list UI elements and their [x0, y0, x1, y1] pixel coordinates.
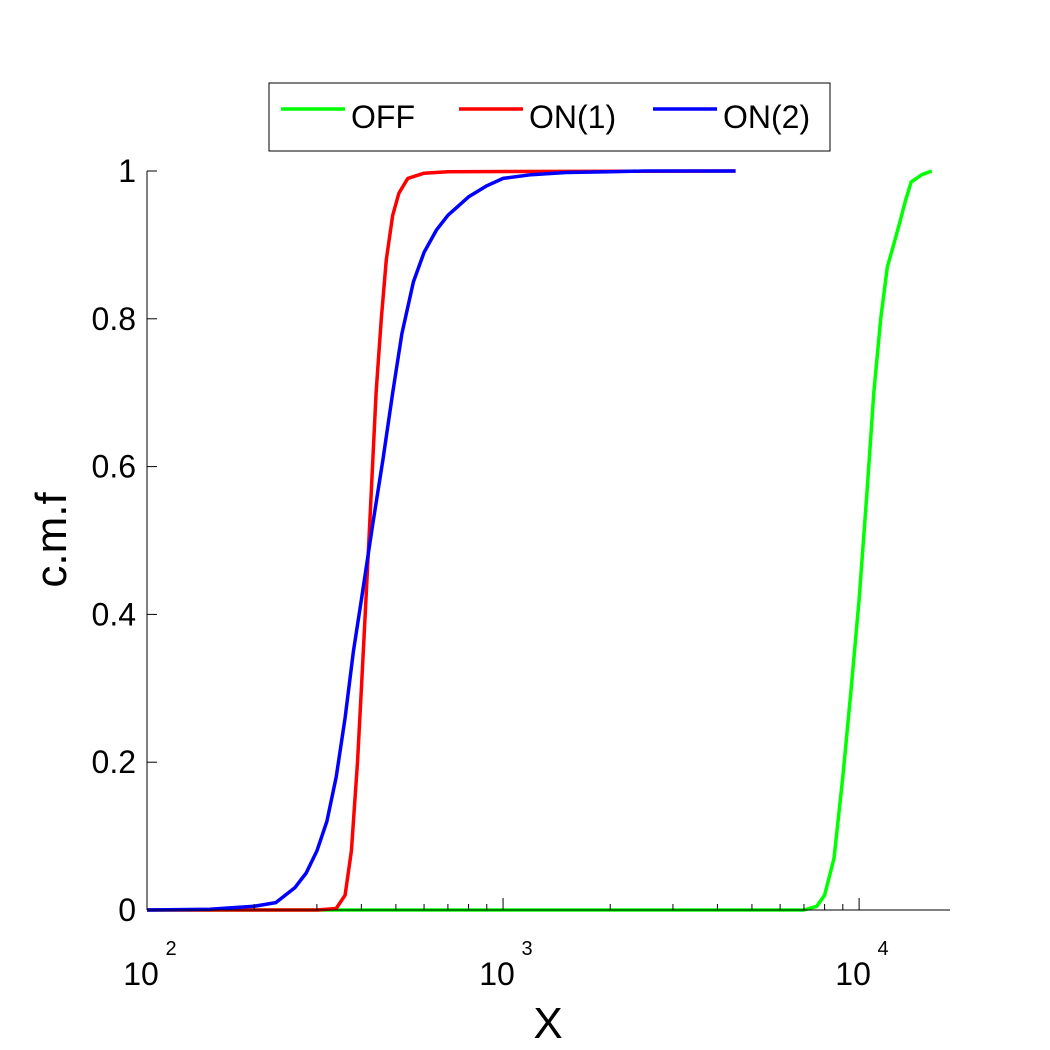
x-tick-label-base: 10 [835, 956, 871, 992]
legend-label: ON(1) [529, 99, 616, 135]
legend-label: ON(2) [723, 99, 810, 135]
x-tick-label: 10 4 [835, 938, 888, 992]
y-tick-label: 0 [118, 892, 136, 928]
axes-layer: 10 2 10 3 10 4 0 0.2 0.4 0.6 0.8 1 [92, 153, 950, 992]
y-tick-label: 0.2 [92, 744, 136, 780]
y-tick-label: 0.4 [92, 596, 136, 632]
x-tick-label-exponent: 3 [521, 938, 532, 960]
legend-entry: ON(2) [653, 99, 810, 135]
legend: OFF ON(1) ON(2) [268, 82, 831, 152]
x-tick-label: 10 3 [479, 938, 532, 992]
legend-box [268, 82, 831, 152]
y-axis-title: c.m.f [27, 492, 76, 588]
x-tick-label-exponent: 2 [165, 938, 176, 960]
legend-label: OFF [351, 99, 415, 135]
x-axis-title: X [533, 999, 562, 1048]
x-tick-label-base: 10 [123, 956, 159, 992]
series-line-off [147, 169, 933, 912]
legend-entry: OFF [281, 99, 415, 135]
x-tick-label: 10 2 [123, 938, 176, 992]
y-tick-label: 0.8 [92, 301, 136, 337]
x-tick-label-exponent: 4 [878, 938, 889, 960]
x-tick-label-base: 10 [479, 956, 515, 992]
y-tick-label: 1 [118, 153, 136, 189]
legend-entry: ON(1) [459, 99, 616, 135]
series-line-on-2 [146, 169, 736, 912]
y-tick-label: 0.6 [92, 449, 136, 485]
series-line-on-1 [147, 169, 736, 912]
series-layer [146, 169, 933, 912]
